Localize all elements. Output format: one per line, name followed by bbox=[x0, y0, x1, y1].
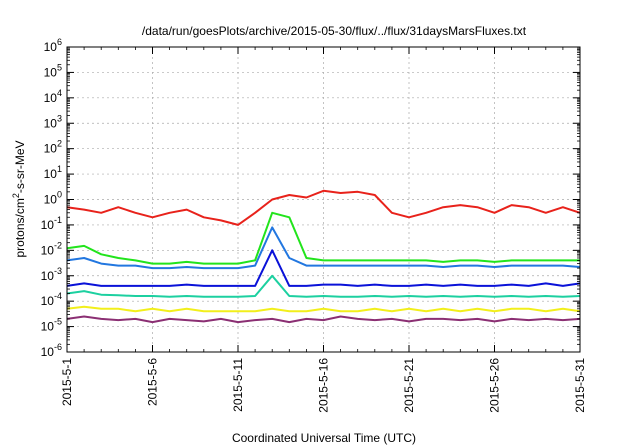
y-tick-label: 10-5 bbox=[41, 317, 62, 334]
y-tick-label-exponent: -5 bbox=[54, 317, 62, 327]
y-tick-label-exponent: 0 bbox=[57, 190, 62, 200]
y-tick-label-base: 10 bbox=[44, 193, 58, 207]
y-tick-label-base: 10 bbox=[41, 243, 55, 257]
y-tick-label: 10-2 bbox=[41, 240, 62, 257]
y-tick-label-exponent: -3 bbox=[54, 266, 62, 276]
y-tick-label-exponent: 5 bbox=[57, 62, 62, 72]
y-tick-label: 10-3 bbox=[41, 266, 62, 283]
x-tick-label: 2015-5-31 bbox=[573, 358, 587, 413]
y-axis-label-suffix: -s-sr-MeV bbox=[13, 140, 27, 193]
y-tick-label: 102 bbox=[44, 139, 62, 156]
y-tick-label-base: 10 bbox=[44, 116, 58, 130]
y-tick-label-base: 10 bbox=[44, 142, 58, 156]
y-axis-label-prefix: protons/cm bbox=[13, 198, 27, 257]
y-tick-label: 104 bbox=[44, 88, 62, 105]
x-tick-label: 2015-5-16 bbox=[317, 358, 331, 413]
y-tick-label-exponent: -4 bbox=[54, 291, 62, 301]
y-tick-label-exponent: -1 bbox=[54, 215, 62, 225]
y-tick-label-exponent: 1 bbox=[57, 164, 62, 174]
y-tick-label: 10-4 bbox=[41, 291, 62, 308]
y-tick-label: 101 bbox=[44, 164, 62, 181]
y-tick-label: 105 bbox=[44, 62, 62, 79]
y-tick-label-exponent: 2 bbox=[57, 139, 62, 149]
x-tick-label: 2015-5-26 bbox=[488, 358, 502, 413]
y-tick-label-base: 10 bbox=[44, 40, 58, 54]
series-line bbox=[66, 189, 581, 226]
series-line bbox=[66, 211, 580, 265]
grid bbox=[66, 47, 581, 352]
y-tick-label: 10-1 bbox=[41, 215, 62, 232]
x-tick-label: 2015-5-11 bbox=[231, 358, 245, 412]
series-line bbox=[66, 274, 581, 298]
y-tick-label: 100 bbox=[44, 190, 62, 207]
y-tick-label-base: 10 bbox=[41, 320, 55, 334]
y-tick-label-base: 10 bbox=[41, 345, 55, 359]
y-axis-label-superscript: 2 bbox=[11, 193, 21, 198]
y-axis-label: protons/cm2-s-sr-MeV bbox=[11, 140, 27, 257]
y-tick-label-base: 10 bbox=[44, 167, 58, 181]
x-tick-label: 2015-5-1 bbox=[60, 358, 74, 406]
x-axis-label: Coordinated Universal Time (UTC) bbox=[232, 431, 416, 445]
series-line bbox=[66, 226, 581, 270]
series-line bbox=[66, 315, 581, 324]
x-tick-label: 2015-5-21 bbox=[402, 358, 416, 413]
series-line bbox=[66, 249, 581, 287]
y-tick-label: 103 bbox=[44, 113, 62, 130]
y-tick-label-exponent: 4 bbox=[57, 88, 62, 98]
x-tick-label: 2015-5-6 bbox=[146, 358, 160, 406]
y-tick-label-base: 10 bbox=[41, 218, 55, 232]
y-tick-label-exponent: -6 bbox=[54, 342, 62, 352]
y-tick-label-base: 10 bbox=[41, 269, 55, 283]
y-tick-label-exponent: 6 bbox=[57, 37, 62, 47]
y-tick-label-base: 10 bbox=[44, 65, 58, 79]
series-group bbox=[66, 189, 581, 324]
y-tick-label: 106 bbox=[44, 37, 62, 54]
chart-title: /data/run/goesPlots/archive/2015-05-30/f… bbox=[142, 24, 527, 38]
series-line bbox=[66, 305, 581, 313]
y-tick-label-exponent: 3 bbox=[57, 113, 62, 123]
y-tick-label: 10-6 bbox=[41, 342, 62, 359]
y-tick-label-base: 10 bbox=[41, 294, 55, 308]
axes: 10610510410310210110010-110-210-310-410-… bbox=[41, 37, 587, 413]
y-tick-label-base: 10 bbox=[44, 91, 58, 105]
y-tick-label-exponent: -2 bbox=[54, 240, 62, 250]
